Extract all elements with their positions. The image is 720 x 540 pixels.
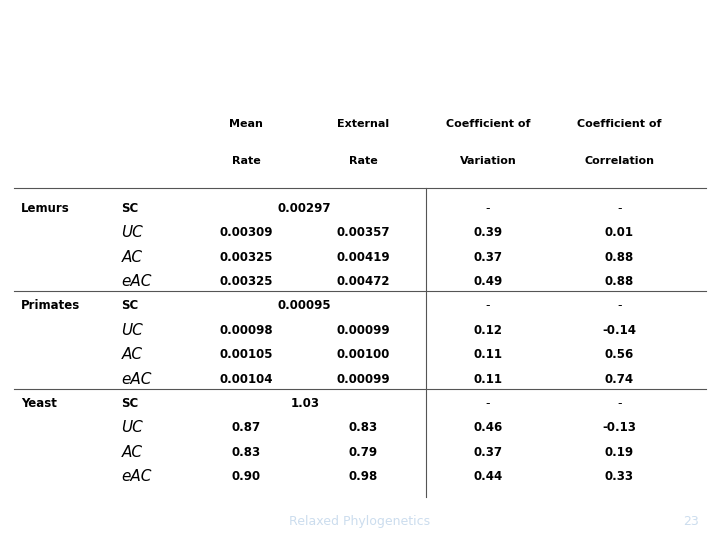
Text: Yeast: Yeast bbox=[22, 397, 57, 410]
Text: SC: SC bbox=[122, 397, 139, 410]
Text: 23: 23 bbox=[683, 515, 698, 528]
Text: Rate: Rate bbox=[232, 156, 261, 166]
Text: RATE OF EVOLUTION: RATE OF EVOLUTION bbox=[145, 30, 402, 50]
Text: 0.46: 0.46 bbox=[473, 421, 503, 434]
Text: -: - bbox=[485, 202, 490, 215]
Text: AC: AC bbox=[122, 249, 143, 265]
Text: AC: AC bbox=[122, 347, 143, 362]
Text: 0.00325: 0.00325 bbox=[219, 275, 273, 288]
Text: 0.39: 0.39 bbox=[473, 226, 503, 239]
Text: 0.11: 0.11 bbox=[473, 348, 503, 361]
Text: 0.00099: 0.00099 bbox=[337, 373, 390, 386]
Text: AC: AC bbox=[122, 444, 143, 460]
Text: 0.74: 0.74 bbox=[605, 373, 634, 386]
Text: 0.88: 0.88 bbox=[605, 251, 634, 264]
Text: 0.87: 0.87 bbox=[231, 421, 261, 434]
Text: -0.13: -0.13 bbox=[602, 421, 636, 434]
Text: 0.00095: 0.00095 bbox=[278, 300, 331, 313]
Text: Coefficient of: Coefficient of bbox=[577, 119, 662, 129]
Text: 0.79: 0.79 bbox=[349, 446, 378, 458]
Text: 1.03: 1.03 bbox=[290, 397, 319, 410]
Text: SC: SC bbox=[122, 202, 139, 215]
Text: 0.01: 0.01 bbox=[605, 226, 634, 239]
Text: Relaxed Phylogenetics: Relaxed Phylogenetics bbox=[289, 515, 431, 528]
Text: 0.33: 0.33 bbox=[605, 470, 634, 483]
Text: 0.00099: 0.00099 bbox=[337, 324, 390, 337]
Text: 0.90: 0.90 bbox=[231, 470, 261, 483]
Text: Variation: Variation bbox=[459, 156, 516, 166]
Text: 0.00297: 0.00297 bbox=[278, 202, 331, 215]
Text: Mean: Mean bbox=[229, 119, 263, 129]
Text: 0.00104: 0.00104 bbox=[219, 373, 273, 386]
Text: -: - bbox=[617, 300, 621, 313]
Text: Rate: Rate bbox=[349, 156, 378, 166]
Text: 0.00325: 0.00325 bbox=[219, 251, 273, 264]
Text: -: - bbox=[617, 397, 621, 410]
Text: -: - bbox=[617, 202, 621, 215]
Text: 0.44: 0.44 bbox=[473, 470, 503, 483]
Text: eAC: eAC bbox=[122, 372, 152, 387]
Text: 0.49: 0.49 bbox=[473, 275, 503, 288]
Text: External: External bbox=[338, 119, 390, 129]
Text: UC: UC bbox=[122, 420, 143, 435]
Text: 0.12: 0.12 bbox=[473, 324, 503, 337]
Text: 0.00472: 0.00472 bbox=[337, 275, 390, 288]
Text: 0.37: 0.37 bbox=[473, 446, 503, 458]
Text: 0.00419: 0.00419 bbox=[337, 251, 390, 264]
Text: Lemurs: Lemurs bbox=[22, 202, 70, 215]
Text: eAC: eAC bbox=[122, 274, 152, 289]
Text: 0.37: 0.37 bbox=[473, 251, 503, 264]
Text: 0.98: 0.98 bbox=[348, 470, 378, 483]
Text: UC: UC bbox=[122, 225, 143, 240]
Text: Correlation: Correlation bbox=[584, 156, 654, 166]
Text: 0.83: 0.83 bbox=[349, 421, 378, 434]
Text: Primates: Primates bbox=[22, 300, 81, 313]
Text: 0.56: 0.56 bbox=[605, 348, 634, 361]
Text: 0.83: 0.83 bbox=[231, 446, 261, 458]
Text: -: - bbox=[485, 397, 490, 410]
Text: SC: SC bbox=[122, 300, 139, 313]
Text: -: - bbox=[485, 300, 490, 313]
Text: Coefficient of: Coefficient of bbox=[446, 119, 530, 129]
Text: UC: UC bbox=[122, 323, 143, 338]
Text: eAC: eAC bbox=[122, 469, 152, 484]
Text: 0.00100: 0.00100 bbox=[337, 348, 390, 361]
Text: 0.00098: 0.00098 bbox=[219, 324, 273, 337]
Text: 0.00309: 0.00309 bbox=[219, 226, 273, 239]
Text: -0.14: -0.14 bbox=[602, 324, 636, 337]
Text: 0.11: 0.11 bbox=[473, 373, 503, 386]
Text: 0.00357: 0.00357 bbox=[337, 226, 390, 239]
Text: 0.00105: 0.00105 bbox=[219, 348, 273, 361]
Text: 0.19: 0.19 bbox=[605, 446, 634, 458]
Text: 0.88: 0.88 bbox=[605, 275, 634, 288]
